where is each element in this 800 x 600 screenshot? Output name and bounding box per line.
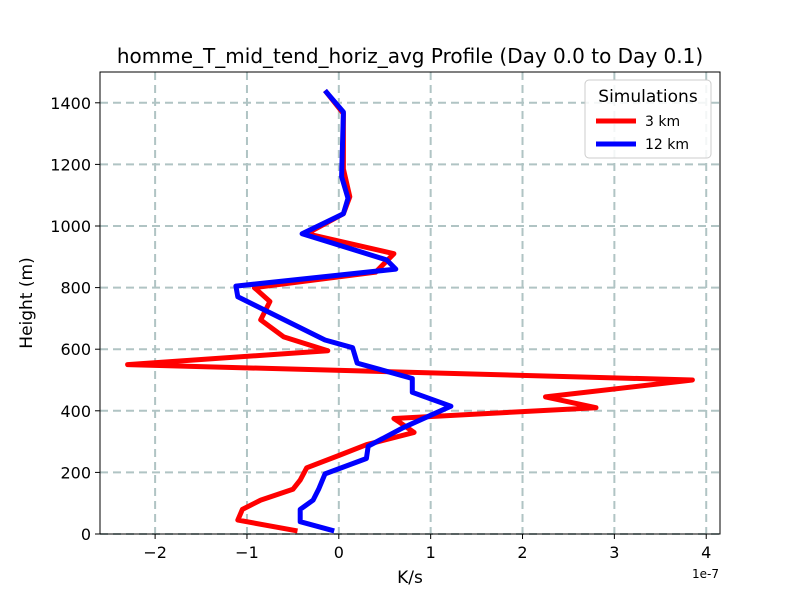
y-axis-ticks: 0 200 400 600 800 1000 1200 1400 xyxy=(50,94,100,544)
legend-title: Simulations xyxy=(598,87,698,107)
y-tick-label: 200 xyxy=(60,463,91,482)
x-tick-label: −1 xyxy=(235,543,259,562)
y-tick-label: 800 xyxy=(60,279,91,298)
y-tick-label: 1200 xyxy=(50,155,91,174)
chart-title: homme_T_mid_tend_horiz_avg Profile (Day … xyxy=(117,44,703,68)
y-tick-label: 0 xyxy=(81,525,91,544)
x-tick-label: 2 xyxy=(517,543,527,562)
legend-label-12km: 12 km xyxy=(645,137,689,153)
y-tick-label: 600 xyxy=(60,340,91,359)
y-tick-label: 400 xyxy=(60,402,91,421)
y-tick-label: 1000 xyxy=(50,217,91,236)
legend-label-3km: 3 km xyxy=(645,114,680,130)
x-tick-label: 0 xyxy=(334,543,344,562)
series-line-12km xyxy=(233,88,454,534)
x-axis-title: K/s xyxy=(397,568,423,588)
x-tick-label: 4 xyxy=(701,543,711,562)
x-axis-offset-label: 1e-7 xyxy=(692,567,719,581)
plot-frame xyxy=(99,71,721,535)
legend-box xyxy=(584,79,712,159)
plot-series xyxy=(125,88,695,534)
x-tick-label: 1 xyxy=(426,543,436,562)
x-tick-label: 3 xyxy=(609,543,619,562)
y-axis-title: Height (m) xyxy=(17,257,37,348)
x-axis-ticks: −2 −1 0 1 2 3 4 xyxy=(143,534,711,562)
legend: Simulations 3 km 12 km xyxy=(584,79,712,159)
y-tick-label: 1400 xyxy=(50,94,91,113)
x-tick-label: −2 xyxy=(143,543,167,562)
